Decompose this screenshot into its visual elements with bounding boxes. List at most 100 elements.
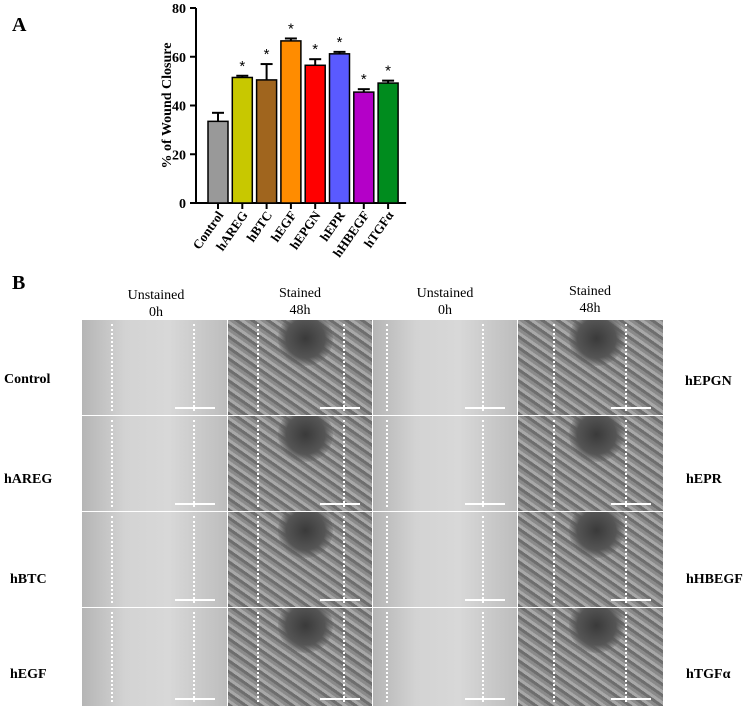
- bar-hhbegf: [353, 91, 375, 204]
- row-label-left-2: hAREG: [4, 472, 53, 487]
- wound-edge-line-2: [193, 516, 195, 603]
- wound-edge-line-2: [482, 516, 484, 603]
- wound-edge-line-1: [553, 420, 555, 507]
- y-tick-label-3: 60: [172, 51, 186, 66]
- row-label-left-4: hEGF: [10, 667, 47, 682]
- column-header-1: Unstained 0h: [86, 287, 226, 321]
- row-label-right-4: hTGFα: [686, 667, 731, 682]
- micrograph-r4-c2: [228, 608, 372, 706]
- wound-edge-line-2: [625, 420, 627, 507]
- wound-edge-line-1: [386, 324, 388, 411]
- significance-mark-1: *: [239, 58, 245, 75]
- bar-hbtc: [255, 79, 278, 204]
- wound-edge-line-1: [257, 612, 259, 702]
- micrograph-r4-c3: [373, 608, 517, 706]
- bar-hegf: [280, 40, 302, 204]
- scale-bar: [611, 503, 651, 505]
- wound-edge-line-1: [386, 420, 388, 507]
- bar-hepgn: [304, 64, 326, 204]
- significance-mark-5: *: [337, 34, 343, 51]
- significance-mark-2: *: [264, 46, 270, 63]
- cell-cluster-3-2: [278, 512, 334, 558]
- scale-bar: [320, 503, 360, 505]
- column-header-3: Unstained 0h: [375, 285, 515, 319]
- column-header-2: Stained 48h: [230, 285, 370, 319]
- wound-edge-line-2: [482, 420, 484, 507]
- scale-bar: [465, 698, 505, 700]
- wound-edge-line-1: [257, 516, 259, 603]
- bar-htgfα: [377, 82, 399, 204]
- column-header-4-line2: 48h: [579, 301, 601, 316]
- wound-edge-line-2: [482, 324, 484, 411]
- wound-edge-line-2: [625, 516, 627, 603]
- wound-edge-line-1: [111, 516, 113, 603]
- significance-mark-4: *: [312, 41, 318, 58]
- wound-edge-line-1: [111, 420, 113, 507]
- x-tick-label-2: hBTC: [243, 208, 275, 244]
- wound-edge-line-1: [553, 516, 555, 603]
- y-tick-label-0: 0: [179, 197, 186, 212]
- panel-a-label: A: [12, 14, 27, 36]
- micrograph-r4-c1: [82, 608, 227, 706]
- micrograph-r3-c2: [228, 512, 372, 607]
- row-label-right-1: hEPGN: [685, 374, 732, 389]
- scale-bar: [175, 503, 215, 505]
- wound-edge-line-1: [111, 324, 113, 411]
- micrograph-r2-c2: [228, 416, 372, 511]
- micrograph-r2-c1: [82, 416, 227, 511]
- cell-cluster-4-4: [568, 608, 624, 654]
- cell-cluster-1-4: [568, 320, 624, 366]
- column-header-4-line1: Stained: [569, 284, 611, 299]
- column-header-4: Stained 48h: [520, 283, 660, 317]
- row-label-right-2: hEPR: [686, 472, 722, 487]
- scale-bar: [175, 599, 215, 601]
- wound-edge-line-1: [553, 612, 555, 702]
- scale-bar: [175, 407, 215, 409]
- cell-cluster-4-2: [278, 608, 334, 654]
- significance-mark-7: *: [385, 63, 391, 80]
- wound-edge-line-2: [625, 612, 627, 702]
- panel-b-label: B: [12, 272, 26, 294]
- significance-mark-6: *: [361, 71, 367, 88]
- micrograph-r1-c3: [373, 320, 517, 415]
- scale-bar: [465, 407, 505, 409]
- cell-cluster-2-4: [568, 416, 624, 462]
- wound-edge-line-2: [193, 324, 195, 411]
- wound-edge-line-1: [111, 612, 113, 702]
- wound-edge-line-1: [386, 516, 388, 603]
- wound-edge-line-1: [257, 420, 259, 507]
- micrograph-r1-c2: [228, 320, 372, 415]
- scale-bar: [611, 407, 651, 409]
- bar-control: [207, 120, 229, 204]
- micrograph-r3-c4: [518, 512, 663, 607]
- row-label-right-3: hHBEGF: [686, 572, 743, 587]
- scale-bar: [465, 503, 505, 505]
- micrograph-r1-c4: [518, 320, 663, 415]
- micrograph-r3-c3: [373, 512, 517, 607]
- wound-edge-line-2: [343, 420, 345, 507]
- micrograph-r2-c3: [373, 416, 517, 511]
- row-label-left-1: Control: [4, 372, 51, 387]
- y-tick-label-1: 20: [172, 148, 186, 163]
- cell-cluster-1-2: [278, 320, 334, 366]
- micrograph-r4-c4: [518, 608, 663, 706]
- scale-bar: [175, 698, 215, 700]
- wound-edge-line-1: [553, 324, 555, 411]
- cell-cluster-2-2: [278, 416, 334, 462]
- wound-edge-line-1: [257, 324, 259, 411]
- wound-edge-line-2: [193, 420, 195, 507]
- wound-edge-line-2: [193, 612, 195, 702]
- scale-bar: [465, 599, 505, 601]
- scale-bar: [320, 599, 360, 601]
- micrograph-r1-c1: [82, 320, 227, 415]
- column-header-1-line2: 0h: [149, 305, 163, 320]
- bar-hepr: [328, 53, 351, 204]
- wound-edge-line-2: [343, 516, 345, 603]
- y-tick-label-4: 80: [172, 2, 186, 17]
- row-label-left-3: hBTC: [10, 572, 47, 587]
- micrograph-r2-c4: [518, 416, 663, 511]
- column-header-3-line2: 0h: [438, 303, 452, 318]
- bar-hareg: [231, 76, 254, 204]
- column-header-2-line1: Stained: [279, 286, 321, 301]
